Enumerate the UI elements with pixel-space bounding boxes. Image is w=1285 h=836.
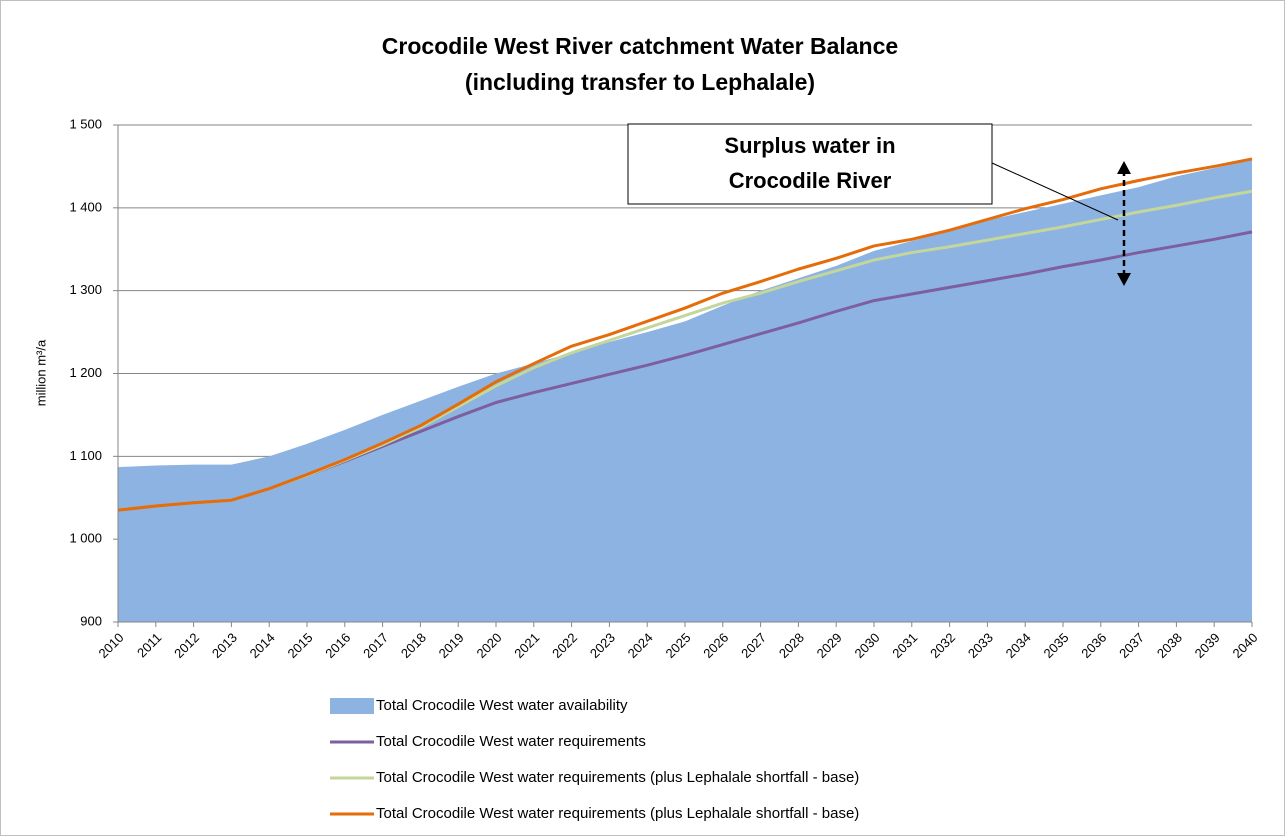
legend-swatch <box>330 698 374 714</box>
annotation: Surplus water in Crocodile River <box>627 123 1131 286</box>
arrow-head <box>1117 161 1131 174</box>
y-axis-label: million m³/a <box>33 339 48 406</box>
annotation-box <box>627 123 993 205</box>
area <box>118 159 1252 623</box>
plot-area: 900 1 000 1 100 1 200 1 300 1 400 1 500 Surplu… <box>69 116 1260 822</box>
chart-title: (including transfer to Lephalale) <box>465 69 815 95</box>
y-tick-label: 1 100 <box>69 448 102 463</box>
chart-title: Crocodile West River catchment Water Bal… <box>382 33 898 59</box>
annotation-text: Crocodile River <box>729 168 892 193</box>
legend-label: Total Crocodile West water availability <box>376 697 628 714</box>
callout-line <box>991 162 1119 221</box>
legend-label: Total Crocodile West water requirements … <box>376 769 859 786</box>
line <box>117 157 1253 512</box>
y-tick-label: 1 500 <box>69 116 102 131</box>
arrow-head <box>1117 273 1131 286</box>
y-tick-label: 1 200 <box>69 365 102 380</box>
y-tick-label: 1 000 <box>69 531 102 546</box>
y-tick-label: 1 400 <box>69 199 102 214</box>
legend-label: Total Crocodile West water requirements … <box>376 805 859 822</box>
annotation-text: Surplus water in <box>724 133 895 158</box>
y-tick-label: 1 300 <box>69 282 102 297</box>
legend-label: Total Crocodile West water requirements <box>376 733 646 750</box>
y-tick-label: 900 <box>80 613 102 628</box>
